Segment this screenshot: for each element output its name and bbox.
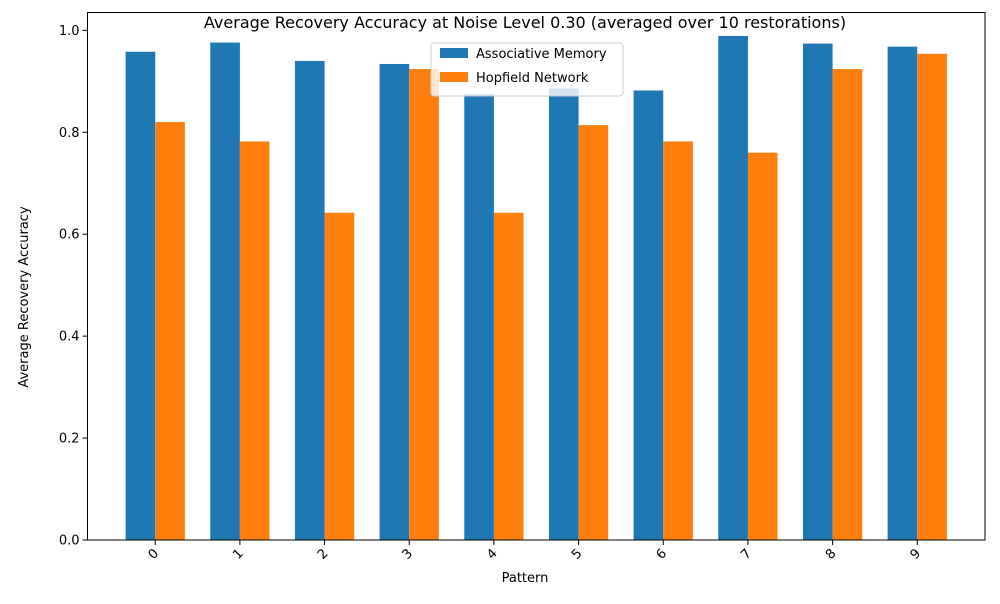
legend-box bbox=[430, 42, 624, 97]
bar-associative-memory-pattern-1 bbox=[210, 42, 240, 541]
y-tick-label: 0.4 bbox=[59, 330, 80, 345]
bar-hopfield-network-pattern-0 bbox=[155, 122, 185, 540]
y-axis: 0.0 0.2 0.4 0.6 0.8 1.0 bbox=[59, 24, 88, 549]
plot-frame bbox=[87, 12, 986, 541]
y-tick-label: 0.6 bbox=[59, 228, 80, 243]
bar-hopfield-network-pattern-9 bbox=[917, 53, 947, 541]
bar-hopfield-network-pattern-3 bbox=[409, 69, 439, 541]
bar-associative-memory-pattern-9 bbox=[887, 46, 918, 541]
bar-hopfield-network-pattern-8 bbox=[832, 69, 863, 541]
bar-associative-memory-pattern-2 bbox=[294, 60, 325, 540]
bar-hopfield-network-pattern-2 bbox=[324, 212, 355, 540]
legend-label-hopfield-network: Hopfield Network bbox=[476, 71, 589, 86]
bar-hopfield-network-pattern-1 bbox=[239, 141, 270, 540]
bar-associative-memory-pattern-4 bbox=[464, 94, 494, 540]
bar-hopfield-network-pattern-4 bbox=[493, 212, 524, 540]
bars-layer bbox=[125, 35, 947, 541]
legend-label-associative-memory: Associative Memory bbox=[476, 47, 607, 62]
legend: Associative Memory Hopfield Network bbox=[430, 42, 624, 97]
y-tick-label: 0.2 bbox=[59, 432, 80, 447]
bar-hopfield-network-pattern-6 bbox=[663, 141, 693, 540]
chart-title: Average Recovery Accuracy at Noise Level… bbox=[204, 13, 846, 32]
bar-associative-memory-pattern-7 bbox=[718, 35, 748, 540]
legend-swatch-hopfield-network bbox=[440, 72, 468, 82]
bar-associative-memory-pattern-6 bbox=[633, 90, 664, 540]
bar-associative-memory-pattern-5 bbox=[548, 88, 579, 541]
y-tick-label: 1.0 bbox=[59, 24, 80, 39]
bar-associative-memory-pattern-0 bbox=[125, 51, 156, 541]
bar-hopfield-network-pattern-5 bbox=[578, 125, 609, 541]
x-axis-label: Pattern bbox=[502, 571, 549, 586]
bar-hopfield-network-pattern-7 bbox=[747, 152, 778, 541]
bar-associative-memory-pattern-8 bbox=[802, 43, 833, 541]
y-axis-label: Average Recovery Accuracy bbox=[17, 206, 32, 388]
y-tick-label: 0.0 bbox=[59, 534, 80, 549]
legend-swatch-associative-memory bbox=[440, 48, 468, 58]
y-tick-label: 0.8 bbox=[59, 126, 80, 141]
bar-associative-memory-pattern-3 bbox=[379, 63, 410, 541]
